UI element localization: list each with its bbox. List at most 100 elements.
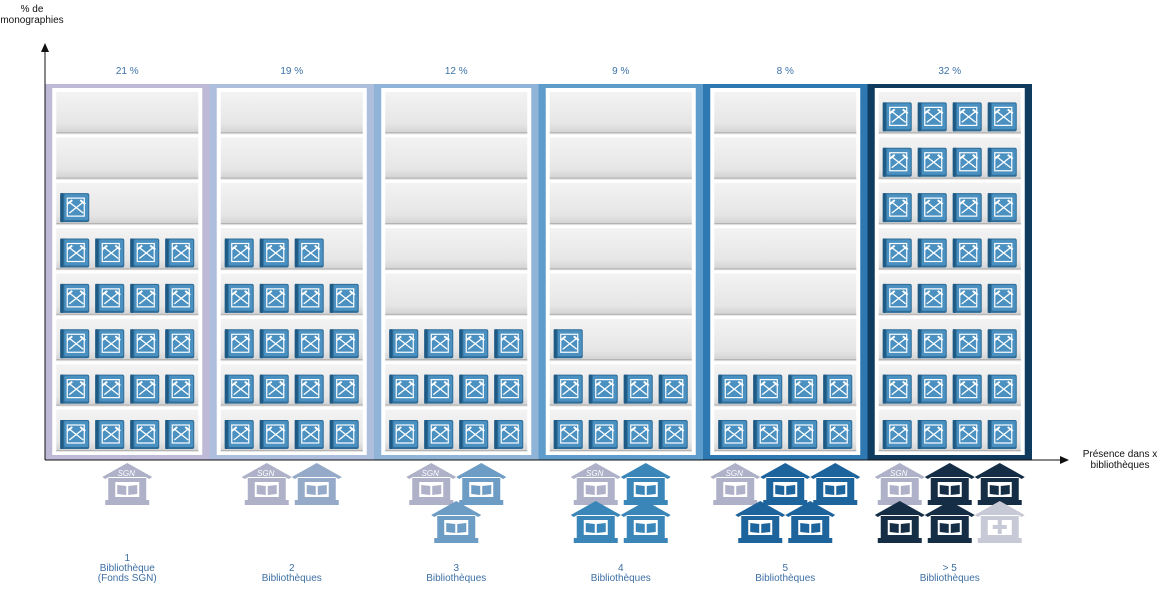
- book-icon: [917, 193, 947, 223]
- book-icon: [753, 374, 783, 404]
- shelf: [549, 182, 692, 226]
- book-icon: [424, 420, 454, 449]
- book-icon: [165, 420, 195, 449]
- library-icon: [785, 501, 836, 543]
- book-icon: [553, 329, 583, 359]
- book-icon: [329, 374, 359, 404]
- x-tick-label-line: Bibliothèques: [261, 573, 322, 584]
- book-icon: [952, 147, 982, 177]
- shelf: [714, 182, 857, 226]
- library-icon: [924, 463, 975, 505]
- book-icon: [623, 420, 653, 449]
- book-icon: [987, 283, 1017, 313]
- bar-value-label: 32 %: [938, 66, 962, 77]
- library-icon: [974, 463, 1025, 505]
- sgn-label: SGN: [422, 469, 440, 478]
- book-icon: [952, 193, 982, 223]
- shelf: [385, 273, 528, 316]
- shelf: [385, 182, 528, 226]
- shelf: [220, 92, 363, 135]
- sgn-library-icon: SGN: [874, 463, 925, 505]
- library-group: SGN: [874, 463, 1025, 543]
- book-icon: [658, 374, 688, 404]
- chart-axes: [41, 43, 1069, 464]
- y-axis-label: % de monographies: [0, 4, 64, 26]
- library-icons: SGN SGN SGN SGN SGN SGN: [102, 463, 1025, 543]
- book-icon: [588, 374, 618, 404]
- book-icon: [294, 420, 324, 449]
- book-icon: [95, 283, 125, 313]
- shelf: [714, 318, 857, 362]
- book-icon: [294, 329, 324, 359]
- book-icon: [553, 420, 583, 449]
- book-icon: [658, 420, 688, 449]
- book-icon: [917, 283, 947, 313]
- sgn-library-icon: SGN: [241, 463, 292, 505]
- book-icon: [987, 193, 1017, 223]
- shelf: [385, 228, 528, 271]
- book-icon: [718, 420, 748, 449]
- book-icon: [952, 374, 982, 404]
- library-icon: [874, 501, 925, 543]
- book-icon: [224, 374, 254, 404]
- book-icon: [165, 238, 195, 268]
- sgn-label: SGN: [257, 469, 275, 478]
- chart-bar: [867, 84, 1032, 460]
- book-icon: [60, 329, 90, 359]
- x-tick-label-line: 1: [124, 553, 131, 564]
- library-icon: [760, 463, 811, 505]
- book-icon: [952, 238, 982, 268]
- book-icon: [917, 329, 947, 359]
- book-icon: [952, 283, 982, 313]
- x-axis-label: Présence dans x bibliothèques: [1074, 449, 1166, 471]
- book-icon: [917, 238, 947, 268]
- book-icon: [987, 374, 1017, 404]
- book-icon: [294, 283, 324, 313]
- x-tick-label-line: 2: [288, 563, 295, 574]
- book-icon: [130, 283, 160, 313]
- sgn-label: SGN: [586, 469, 604, 478]
- library-icon: [924, 501, 975, 543]
- book-icon: [224, 329, 254, 359]
- sgn-label: SGN: [118, 469, 136, 478]
- library-icon: [620, 463, 671, 505]
- x-tick-label-line: 4: [617, 563, 624, 574]
- book-icon: [165, 374, 195, 404]
- book-icon: [987, 102, 1017, 132]
- x-tick-label: 1 Bibliothèque (Fonds SGN): [47, 554, 207, 584]
- book-icon: [165, 329, 195, 359]
- x-tick-label-line: Bibliothèques: [919, 573, 980, 584]
- shelf: [220, 182, 363, 226]
- book-icon: [130, 238, 160, 268]
- book-icon: [718, 374, 748, 404]
- bar-value-label: 19 %: [280, 66, 304, 77]
- book-icon: [882, 147, 912, 177]
- library-icon: [620, 501, 671, 543]
- bar-value-label: 8 %: [776, 66, 794, 77]
- x-axis-label-line-2: bibliothèques: [1090, 460, 1150, 471]
- book-icon: [823, 374, 853, 404]
- book-icon: [389, 374, 419, 404]
- library-group: SGN: [406, 463, 507, 543]
- book-icon: [952, 420, 982, 449]
- library-group: SGN: [570, 463, 671, 543]
- book-icon: [553, 374, 583, 404]
- shelf: [714, 137, 857, 180]
- x-tick-label-line: 5: [782, 563, 789, 574]
- book-icon: [588, 420, 618, 449]
- book-icon: [823, 420, 853, 449]
- library-group: SGN: [102, 463, 153, 505]
- book-icon: [882, 238, 912, 268]
- book-icon: [389, 420, 419, 449]
- chart-bar: [209, 84, 374, 460]
- shelf: [549, 273, 692, 316]
- library-group: SGN: [241, 463, 342, 505]
- book-icon: [95, 374, 125, 404]
- book-icon: [95, 329, 125, 359]
- x-tick-label-line: Bibliothèque: [99, 563, 155, 574]
- book-icon: [623, 374, 653, 404]
- shelf: [385, 137, 528, 180]
- book-icon: [130, 329, 160, 359]
- book-icon: [329, 283, 359, 313]
